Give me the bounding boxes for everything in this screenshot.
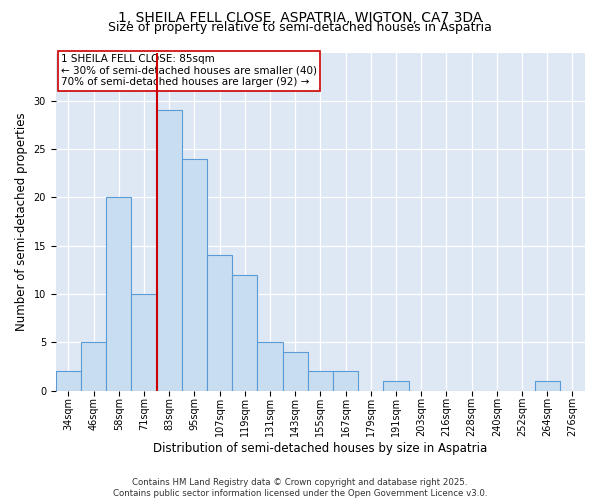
Bar bbox=[157, 110, 182, 390]
Bar bbox=[81, 342, 106, 390]
X-axis label: Distribution of semi-detached houses by size in Aspatria: Distribution of semi-detached houses by … bbox=[153, 442, 488, 455]
Bar bbox=[131, 294, 157, 390]
Bar bbox=[207, 256, 232, 390]
Text: Size of property relative to semi-detached houses in Aspatria: Size of property relative to semi-detach… bbox=[108, 22, 492, 35]
Bar bbox=[283, 352, 308, 391]
Bar bbox=[182, 159, 207, 390]
Bar bbox=[535, 381, 560, 390]
Bar bbox=[106, 198, 131, 390]
Text: 1, SHEILA FELL CLOSE, ASPATRIA, WIGTON, CA7 3DA: 1, SHEILA FELL CLOSE, ASPATRIA, WIGTON, … bbox=[118, 11, 482, 25]
Text: 1 SHEILA FELL CLOSE: 85sqm
← 30% of semi-detached houses are smaller (40)
70% of: 1 SHEILA FELL CLOSE: 85sqm ← 30% of semi… bbox=[61, 54, 317, 88]
Bar bbox=[257, 342, 283, 390]
Bar bbox=[333, 372, 358, 390]
Bar bbox=[56, 372, 81, 390]
Text: Contains HM Land Registry data © Crown copyright and database right 2025.
Contai: Contains HM Land Registry data © Crown c… bbox=[113, 478, 487, 498]
Bar bbox=[232, 274, 257, 390]
Bar bbox=[308, 372, 333, 390]
Y-axis label: Number of semi-detached properties: Number of semi-detached properties bbox=[15, 112, 28, 331]
Bar bbox=[383, 381, 409, 390]
